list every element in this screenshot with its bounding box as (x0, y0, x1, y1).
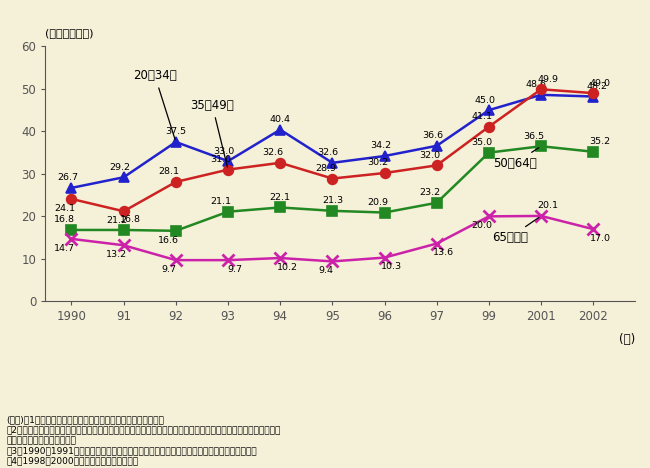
Text: 49.9: 49.9 (538, 75, 558, 84)
Text: 16.6: 16.6 (159, 236, 179, 245)
Text: 9.4: 9.4 (318, 266, 333, 275)
Text: 35.2: 35.2 (590, 137, 611, 146)
Text: 10.2: 10.2 (277, 263, 298, 272)
Text: 21.1: 21.1 (211, 197, 231, 206)
Text: 32.0: 32.0 (419, 151, 440, 160)
Text: (年): (年) (619, 333, 635, 346)
Text: 48.6: 48.6 (525, 80, 546, 89)
Text: 16.8: 16.8 (120, 215, 141, 224)
Text: 9.7: 9.7 (227, 265, 242, 274)
Text: 32.6: 32.6 (263, 148, 284, 157)
Text: 14.7: 14.7 (54, 244, 75, 253)
Text: 34.2: 34.2 (370, 141, 391, 150)
Text: 22.1: 22.1 (270, 193, 291, 202)
Text: 21.2: 21.2 (106, 216, 127, 225)
Text: 48.2: 48.2 (587, 82, 608, 91)
Text: 13.6: 13.6 (433, 249, 454, 257)
Text: 28.1: 28.1 (159, 168, 179, 176)
Text: 35～49歳: 35～49歳 (190, 99, 234, 167)
Text: 32.6: 32.6 (318, 148, 339, 157)
Text: 40.4: 40.4 (270, 115, 291, 124)
Text: 9.7: 9.7 (161, 265, 176, 274)
Text: 29.2: 29.2 (109, 163, 130, 172)
Text: 20.9: 20.9 (367, 198, 388, 207)
Text: 16.8: 16.8 (54, 215, 75, 224)
Text: 13.2: 13.2 (106, 250, 127, 259)
Text: 49.0: 49.0 (590, 79, 611, 88)
Text: 41.1: 41.1 (471, 112, 493, 121)
Text: 50～64歳: 50～64歳 (493, 148, 539, 169)
Text: 20.0: 20.0 (471, 221, 493, 230)
Text: (％：複数回答): (％：複数回答) (46, 28, 94, 38)
Text: 37.5: 37.5 (165, 127, 187, 137)
Text: 36.5: 36.5 (523, 132, 545, 141)
Text: 31.0: 31.0 (211, 155, 231, 164)
Text: 35.0: 35.0 (471, 138, 493, 147)
Text: 36.6: 36.6 (422, 131, 443, 140)
Text: 28.9: 28.9 (315, 164, 336, 173)
Text: 26.7: 26.7 (57, 173, 78, 183)
Text: 20.1: 20.1 (538, 201, 558, 211)
Text: 45.0: 45.0 (474, 95, 495, 104)
Text: (備考)、1．内閣府「国民生活に関する世論調査」により作成。
、2．「悩みや不安を感じている」人にその理由を聞いたとき、「今後の収入や資産の見通しについて」と回: (備考)、1．内閣府「国民生活に関する世論調査」により作成。 、2．「悩みや不安… (6, 415, 281, 466)
Text: 33.0: 33.0 (213, 146, 235, 155)
Text: 24.1: 24.1 (54, 204, 75, 213)
Text: 65歳以上: 65歳以上 (492, 218, 539, 244)
Text: 20～34歳: 20～34歳 (133, 69, 177, 139)
Text: 10.3: 10.3 (381, 263, 402, 271)
Text: 21.3: 21.3 (322, 196, 343, 205)
Text: 30.2: 30.2 (367, 159, 388, 168)
Text: 17.0: 17.0 (590, 234, 611, 243)
Text: 23.2: 23.2 (419, 188, 440, 197)
